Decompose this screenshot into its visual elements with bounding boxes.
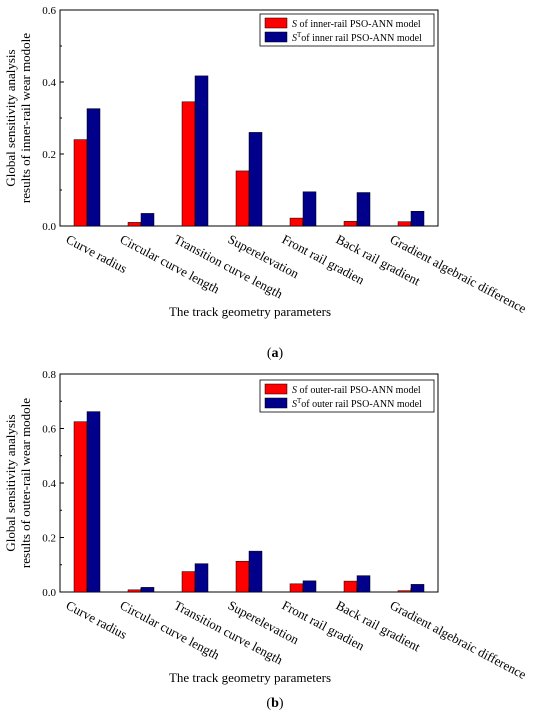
- bar-s-3: [235, 560, 250, 593]
- bar-s-4: [289, 583, 304, 593]
- y-tick-label: 0.2: [42, 149, 56, 161]
- y-axis-title-line2: results of inner-rail wear modole: [18, 33, 33, 203]
- legend-label-st: STof inner rail PSO-ANN model: [292, 31, 422, 44]
- y-axis-title-line1: Global sensitivity analysis: [3, 414, 18, 551]
- legend-swatch-st: [264, 397, 288, 409]
- bar-st-0: [86, 411, 101, 593]
- bar-st-3: [248, 550, 263, 593]
- bar-st-3: [248, 132, 263, 227]
- bar-s-0: [73, 421, 88, 593]
- bar-s-2: [181, 101, 196, 227]
- bar-s-1: [127, 222, 142, 227]
- caption-letter: a: [272, 346, 279, 361]
- x-category-label: Circular curve length: [118, 231, 223, 296]
- bar-st-6: [410, 584, 425, 593]
- y-tick-label: 0.0: [42, 587, 56, 599]
- legend-text: of inner-rail PSO-ANN model: [297, 19, 421, 30]
- legend-text: of outer rail PSO-ANN model: [301, 399, 422, 410]
- panel-caption: (a): [267, 346, 284, 361]
- bar-s-5: [343, 221, 358, 227]
- y-tick-label: 0.0: [42, 221, 56, 233]
- legend-symbol: S: [292, 33, 297, 44]
- y-tick-label: 0.6: [42, 424, 56, 436]
- legend-superscript: T: [297, 31, 302, 39]
- legend-swatch-st: [264, 31, 288, 43]
- bar-s-5: [343, 580, 358, 593]
- bar-st-6: [410, 210, 425, 227]
- y-axis-title-line1: Global sensitivity analysis: [3, 49, 18, 186]
- caption-letter: b: [271, 696, 279, 711]
- bar-st-5: [356, 575, 371, 593]
- bar-s-4: [289, 217, 304, 227]
- legend-swatch-s: [264, 17, 288, 29]
- x-axis-title: The track geometry parameters: [169, 304, 331, 319]
- legend-label-s: S of inner-rail PSO-ANN model: [292, 19, 421, 30]
- bar-st-2: [194, 75, 209, 227]
- legend-symbol: S: [292, 399, 297, 410]
- bar-st-2: [194, 563, 209, 593]
- bar-st-1: [140, 587, 155, 593]
- bar-s-6: [397, 221, 412, 227]
- x-category-label: Curve radius: [64, 597, 130, 642]
- bar-s-6: [397, 590, 412, 593]
- caption-open: (: [266, 696, 271, 711]
- y-tick-label: 0.6: [42, 5, 56, 17]
- y-tick-label: 0.2: [42, 533, 56, 545]
- legend-text: of inner rail PSO-ANN model: [301, 33, 422, 44]
- legend-symbol: S: [292, 385, 297, 396]
- legend-text: of outer-rail PSO-ANN model: [297, 385, 421, 396]
- bar-s-1: [127, 589, 142, 593]
- bar-st-1: [140, 213, 155, 227]
- bar-st-4: [302, 191, 317, 227]
- y-tick-label: 0.4: [42, 77, 56, 89]
- bar-st-5: [356, 192, 371, 227]
- bar-s-0: [73, 139, 88, 227]
- legend-label-st: STof outer rail PSO-ANN model: [292, 397, 422, 410]
- y-tick-label: 0.4: [42, 478, 56, 490]
- legend-box: [259, 379, 435, 413]
- bar-st-0: [86, 108, 101, 227]
- legend-box: [259, 13, 435, 47]
- legend-superscript: T: [297, 397, 302, 405]
- x-axis-title: The track geometry parameters: [169, 670, 331, 685]
- legend-label-s: S of outer-rail PSO-ANN model: [292, 385, 421, 396]
- y-tick-label: 0.8: [42, 369, 56, 381]
- legend-swatch-s: [264, 383, 288, 395]
- bar-st-4: [302, 580, 317, 593]
- bar-s-3: [235, 170, 250, 227]
- x-category-label: Circular curve length: [118, 597, 223, 662]
- caption-close: ): [279, 696, 284, 711]
- caption-open: (: [267, 346, 272, 361]
- y-axis-title-line2: results of outer-rail wear modole: [18, 398, 33, 568]
- bar-s-2: [181, 571, 196, 593]
- caption-close: ): [279, 346, 284, 361]
- legend-symbol: S: [292, 19, 297, 30]
- panel-caption: (b): [266, 696, 283, 711]
- x-category-label: Curve radius: [64, 231, 130, 276]
